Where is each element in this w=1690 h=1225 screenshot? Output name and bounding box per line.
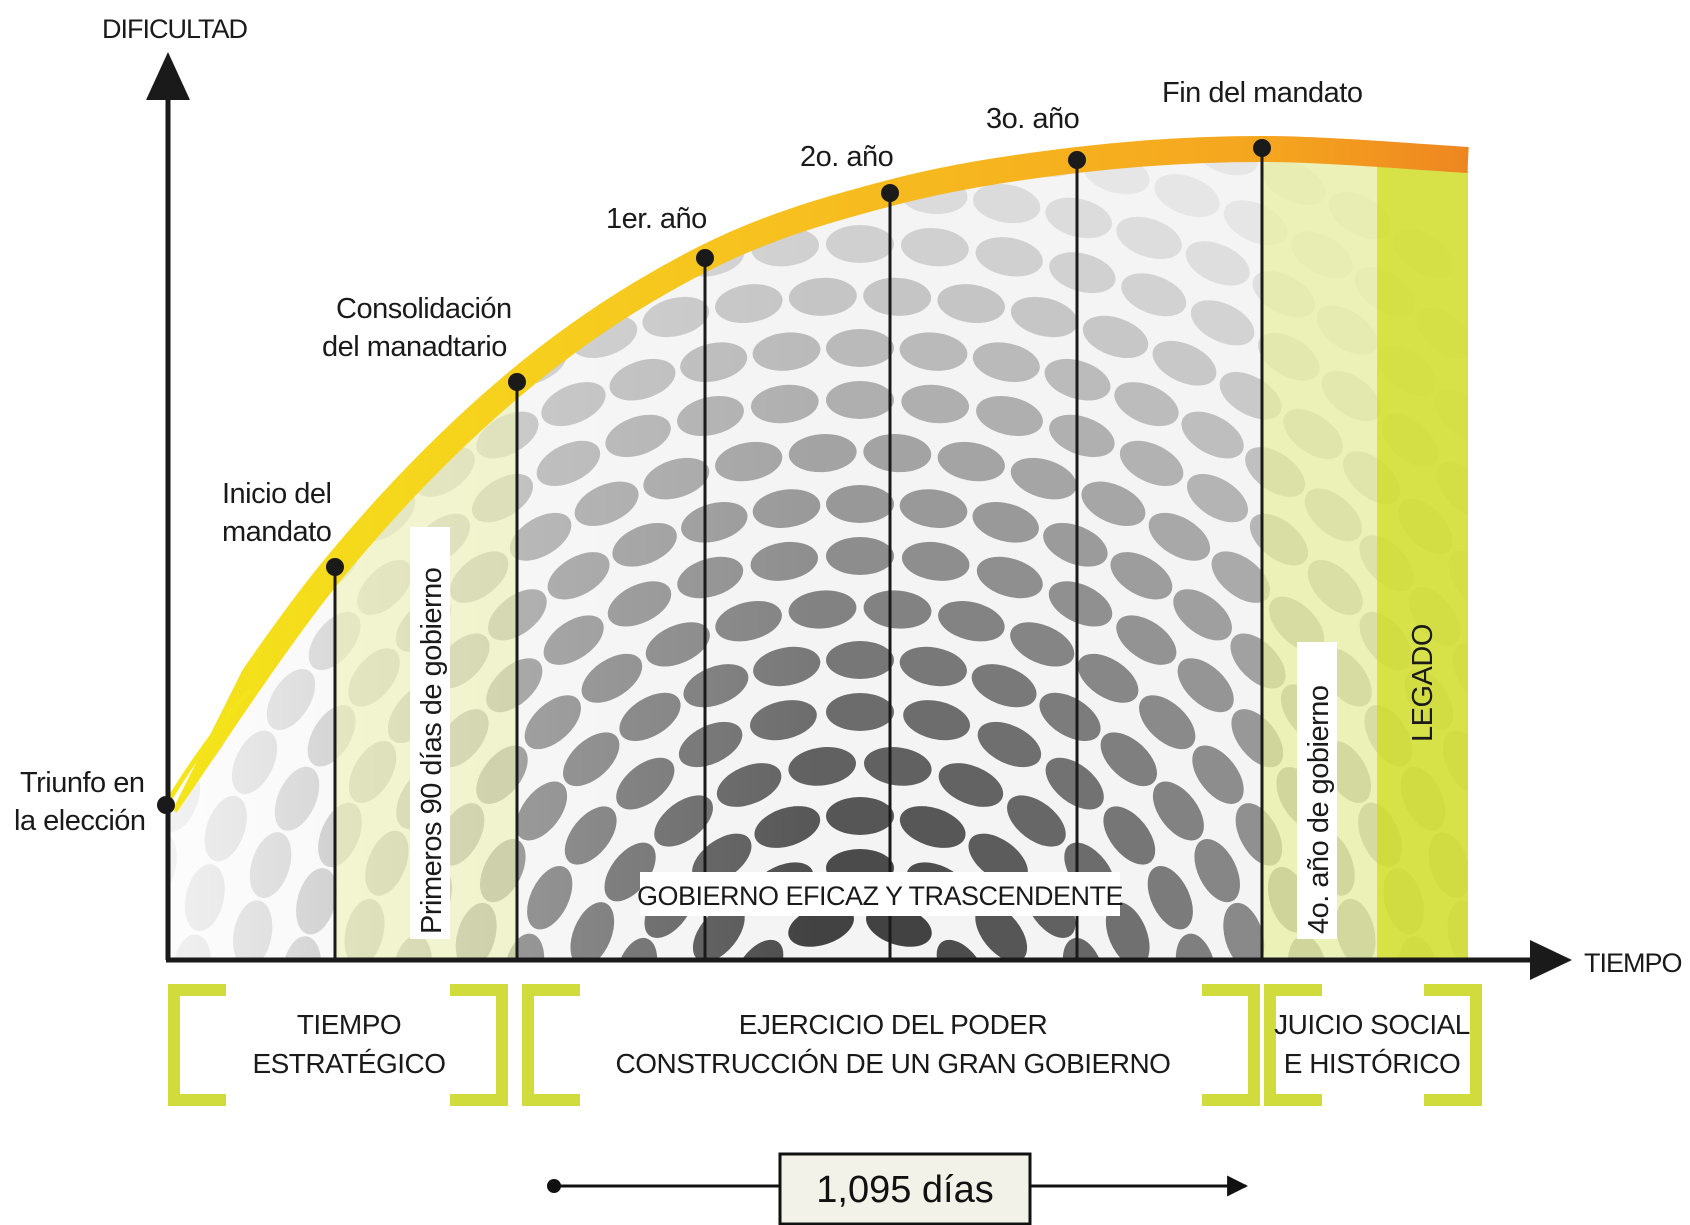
primeros-90-label: Primeros 90 días de gobierno [416,568,448,934]
pattern-dot [462,149,528,176]
pattern-dot [675,75,748,123]
band-label-bg [640,872,1120,916]
band-label: GOBIERNO EFICAZ Y TRASCENDENTE [637,881,1123,911]
ejercicio-bracket-left [522,984,580,1106]
pattern-dot [899,69,970,112]
pattern-dot [532,149,599,152]
cuarto-anio-label: 4o. año de gobierno [1303,686,1335,935]
pattern-dot [339,370,399,422]
tiempo-phase-line1: TIEMPO [297,1009,401,1040]
curve-taper-mask [150,655,250,812]
milestone-points [157,139,1271,814]
pattern-dot [570,153,637,195]
legado-region [1377,149,1468,958]
pattern-dot [538,216,604,259]
pattern-dot [394,159,459,205]
x-axis-arrow-icon [1530,940,1572,980]
pattern-dot [207,269,266,322]
pattern-dot [220,550,272,610]
duration-box [778,1152,1032,1225]
pattern-dot [500,174,566,217]
pattern-dot [190,352,247,407]
pattern-dot [642,149,710,178]
primeros-90-label-bg [410,527,450,939]
consolidacion-label-line2: del manadtario [322,331,507,363]
inicio-label-line1: Inicio del [222,478,331,510]
legado-label: LEGADO [1407,624,1439,742]
ejercicio-phase-line1: EJERCICIO DEL PODER [739,1009,1047,1040]
primer-anio-label: 1er. año [606,203,707,235]
triunfo-label-line1: Triunfo en [20,767,145,799]
segundo-anio-point [881,184,899,202]
pattern-dot [715,149,783,166]
curve-start-segment [163,688,252,807]
milestone-lines [333,149,1264,960]
cuarto-anio-label-bg [1297,642,1337,939]
tercer-anio-point [1068,151,1086,169]
pattern-dot [329,191,392,240]
pattern-dot [367,231,430,279]
pattern-dot [432,200,497,246]
tiempo-phase-line2: ESTRATÉGICO [252,1048,445,1079]
pattern-dot [266,228,327,279]
juicio-phase-line2: E HISTÓRICO [1284,1048,1461,1079]
inicio-label-line2: mandato [222,516,331,548]
tiempo-bracket-right [450,984,508,1106]
segundo-anio-label: 2o. año [800,141,893,173]
triunfo-label-line2: la elección [14,805,146,837]
x-axis-label: TIEMPO [1584,948,1682,978]
juicio-bracket-left [1264,984,1322,1106]
y-axis-label: DIFICULTAD [102,14,248,44]
pattern-dot [281,414,339,468]
tercer-anio-label: 3o. año [986,103,1079,135]
pattern-dot [228,389,286,444]
phase-brackets [168,984,1482,1106]
juicio-phase-line1: JUICIO SOCIAL [1274,1009,1470,1040]
pattern-dot [166,489,184,549]
pattern-dot [166,315,209,370]
consolidacion-label-line1: Consolidación [336,293,512,325]
pattern-dot [166,571,188,632]
duration-label: 1,095 días [816,1169,993,1211]
pattern-dot [470,241,535,286]
tiempo-bracket-left [168,984,226,1106]
y-axis-arrow-icon [146,52,190,100]
ejercicio-phase-line2: CONSTRUCCIÓN DE UN GRAN GOBIERNO [616,1048,1171,1079]
consolidacion-point [508,373,526,391]
triunfo-point [157,796,175,814]
fin-point [1253,139,1271,157]
ejercicio-bracket-right [1202,984,1260,1106]
pattern-dot [178,607,228,669]
pattern-dot [245,307,305,359]
pattern-dot [750,69,821,112]
primer-anio-point [696,249,714,267]
fin-label: Fin del mandato [1162,77,1362,109]
inicio-point [326,558,344,576]
pattern-dot [600,86,675,138]
juicio-bracket-right [1424,984,1482,1106]
